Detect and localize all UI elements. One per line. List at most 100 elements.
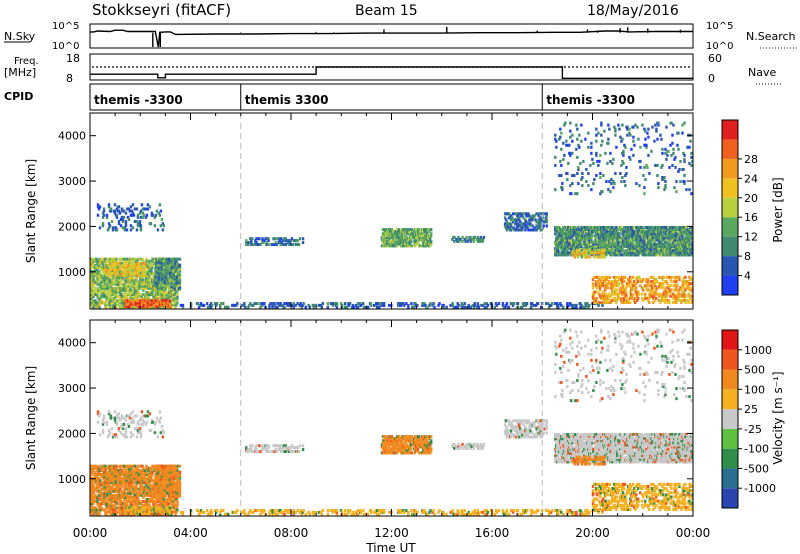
power-mark (554, 230, 557, 234)
power-mark (156, 261, 160, 265)
power-mark (130, 297, 133, 301)
power-mark (591, 234, 594, 238)
power-mark (638, 275, 641, 279)
power-mark (282, 237, 285, 241)
power-mark (593, 290, 597, 294)
power-mark (689, 296, 692, 300)
power-mark (691, 232, 693, 236)
power-mark (661, 163, 664, 167)
power-mark (483, 302, 487, 306)
power-mark (605, 277, 609, 281)
power-mark (493, 305, 497, 309)
power-mark (171, 279, 175, 283)
power-mark (243, 302, 246, 306)
power-mark (247, 241, 250, 245)
power-mark (429, 302, 432, 306)
power-mark (131, 282, 134, 286)
power-mark (144, 215, 148, 219)
power-mark (615, 298, 619, 302)
power-mark (602, 174, 605, 178)
power-mark (622, 296, 626, 300)
power-mark (632, 251, 635, 255)
power-mark (591, 230, 594, 234)
power-mark (602, 240, 605, 244)
power-mark (174, 277, 178, 281)
power-mark (584, 137, 587, 141)
power-mark (109, 278, 112, 282)
power-mark (624, 301, 628, 305)
power-mark (635, 286, 638, 290)
power-mark (117, 222, 121, 226)
power-mark (140, 264, 143, 268)
power-mark (608, 275, 612, 279)
power-mark (410, 302, 413, 306)
power-mark (601, 290, 605, 294)
power-mark (584, 230, 587, 234)
power-mark (571, 182, 574, 186)
power-mark (611, 284, 615, 288)
power-mark (106, 284, 109, 288)
power-mark (391, 242, 395, 246)
power-mark (621, 176, 624, 180)
power-mark (153, 215, 157, 219)
power-mark (590, 236, 593, 240)
power-mark (166, 290, 169, 294)
power-mark (633, 292, 636, 296)
power-mark (154, 288, 157, 292)
power-mark (273, 237, 276, 241)
power-mark (90, 261, 92, 265)
power-mark (592, 182, 595, 186)
power-mark (567, 251, 570, 255)
power-mark (677, 131, 680, 135)
power-mark (383, 230, 387, 234)
power-mark (679, 159, 682, 163)
power-mark (623, 180, 626, 184)
power-mark (613, 288, 617, 292)
power-mark (557, 303, 560, 307)
power-mark (103, 282, 106, 286)
power-mark (356, 302, 360, 306)
power-mark (162, 265, 166, 269)
power-mark (175, 290, 178, 294)
power-mark (504, 224, 508, 228)
power-mark (608, 236, 611, 240)
power-mark (166, 279, 170, 283)
power-mark (674, 284, 677, 288)
power-mark (114, 276, 117, 280)
power-mark (579, 161, 582, 165)
power-mark (164, 257, 168, 261)
power-mark (252, 303, 255, 307)
power-mark (626, 133, 629, 137)
power-mark (90, 290, 93, 294)
power-mark (133, 207, 137, 211)
power-mark (589, 163, 592, 167)
power-mark (631, 240, 634, 244)
power-mark (136, 273, 139, 277)
power-mark (106, 293, 109, 297)
power-mark (130, 304, 133, 308)
power-mark (146, 203, 150, 207)
power-mark (618, 234, 621, 238)
power-mark (580, 244, 583, 248)
power-mark (403, 238, 407, 242)
power-mark (677, 294, 680, 298)
power-mark (108, 301, 111, 305)
power-mark (128, 290, 131, 294)
power-mark (613, 182, 616, 186)
power-mark (628, 301, 632, 305)
power-mark (677, 147, 680, 151)
power-mark (627, 238, 630, 242)
power-mark (145, 266, 148, 270)
power-mark (683, 296, 686, 300)
power-mark (113, 209, 117, 213)
power-mark (570, 247, 573, 251)
power-mark (678, 167, 681, 171)
power-mark (120, 215, 124, 219)
power-mark (674, 155, 677, 159)
power-mark (399, 236, 403, 240)
power-mark (591, 253, 594, 257)
power-mark (213, 302, 217, 306)
power-mark (92, 261, 95, 265)
power-mark (345, 305, 349, 309)
power-mark (627, 282, 631, 286)
